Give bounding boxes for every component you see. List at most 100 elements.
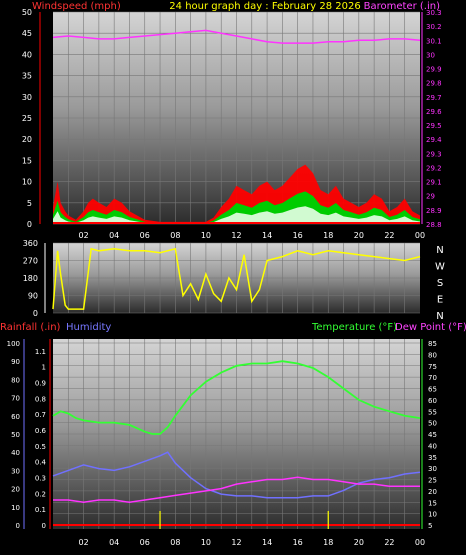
y-tick-label: 50 — [22, 8, 32, 17]
rain-tick-label: 0.5 — [35, 443, 46, 451]
y-tick-label: 0 — [33, 309, 38, 318]
series-direction — [52, 247, 421, 310]
wind-barometer-panel: 0 5 10 15 20 25 30 35 40 45 50 28.8 28.9 29 29.1 29.2 29… — [22, 8, 442, 240]
y-tick-label-right: 20 — [428, 488, 437, 496]
y-tick-label: 0 — [27, 220, 32, 229]
rain-tick-label: 0.8 — [35, 395, 46, 403]
y-tick-label-right: 29.2 — [426, 164, 442, 172]
humidity-tick-label: 70 — [11, 395, 20, 403]
y-tick-label-right: 70 — [428, 374, 437, 382]
x-tick-label: 00 — [415, 231, 425, 240]
x-tick-label: 14 — [262, 231, 272, 240]
barometer-axis-title: Barometer (.in) — [364, 1, 440, 12]
x-tick-label: 02 — [78, 538, 88, 547]
y-tick-label-right: 65 — [428, 386, 437, 394]
y-tick-label: 40 — [22, 50, 32, 59]
y-tick-label-right: 29.5 — [426, 122, 442, 130]
compass-label: N — [436, 311, 443, 322]
y-tick-label-right: 80 — [428, 351, 437, 359]
wind-direction-line — [52, 247, 421, 310]
y-tick-label: 20 — [22, 135, 32, 144]
windspeed-axis-title: Windspeed (mph) — [32, 1, 121, 12]
series-temperature — [52, 360, 421, 529]
y-tick-label-right: 30 — [428, 465, 437, 473]
y-tick-label: 5 — [27, 199, 32, 208]
x-tick-label: 02 — [78, 231, 88, 240]
humidity-tick-label: 90 — [11, 358, 20, 366]
y-tick-label-right: 30.2 — [426, 23, 442, 31]
y-tick-label-right: 30 — [426, 51, 435, 59]
y-tick-label-right: 28.9 — [426, 207, 442, 215]
compass-label: S — [437, 278, 443, 289]
x-tick-label: 16 — [293, 231, 303, 240]
axes-direction: 0 90 180 270 360 — [23, 239, 46, 318]
y-tick-label: 45 — [22, 29, 32, 38]
y-tick-label-right: 30.3 — [426, 9, 442, 17]
compass-label: N — [436, 245, 443, 256]
x-tick-label: 04 — [109, 538, 119, 547]
y-tick-label: 25 — [22, 114, 32, 123]
rain-tick-label: 0.1 — [35, 506, 46, 514]
rainfall-axis-title: Rainfall (.in) — [0, 322, 61, 333]
x-tick-label: 20 — [354, 231, 364, 240]
humidity-tick-label: 10 — [11, 504, 20, 512]
y-tick-label-right: 29.3 — [426, 150, 442, 158]
series-wind — [52, 29, 421, 224]
y-tick-label-right: 45 — [428, 431, 437, 439]
x-tick-label: 00 — [415, 538, 425, 547]
average-area — [53, 206, 420, 224]
x-tick-label: 08 — [170, 538, 180, 547]
y-tick-label-right: 29.6 — [426, 108, 442, 116]
y-tick-label: 360 — [23, 239, 38, 248]
humidity-tick-label: 40 — [11, 449, 20, 457]
y-tick-label: 15 — [22, 156, 32, 165]
y-tick-label: 35 — [22, 72, 32, 81]
y-tick-label: 30 — [22, 93, 32, 102]
temperature-line — [52, 360, 421, 435]
x-tick-label: 14 — [262, 538, 272, 547]
grid-temperature — [53, 339, 420, 529]
grid-wind — [53, 11, 420, 225]
y-tick-label-right: 28.8 — [426, 221, 442, 229]
compass-label: E — [437, 295, 443, 306]
x-tick-label: 10 — [201, 538, 211, 547]
y-tick-label-right: 60 — [428, 397, 437, 405]
y-tick-label-right: 29.7 — [426, 94, 442, 102]
humidity-tick-label: 60 — [11, 413, 20, 421]
y-tick-label-right: 29.1 — [426, 179, 442, 187]
y-tick-label-right: 55 — [428, 408, 437, 416]
temperature-humidity-panel: 5101520253035404550556065707580850102030… — [7, 339, 437, 547]
y-tick-label: 270 — [23, 257, 38, 266]
compass-label: W — [435, 262, 445, 273]
chart-title: 24 hour graph day : February 28 2026 — [169, 1, 360, 12]
y-tick-label-right: 30.1 — [426, 37, 442, 45]
humidity-axis-title: Humidity — [66, 322, 111, 333]
humidity-tick-label: 0 — [16, 522, 20, 530]
y-tick-label-right: 5 — [428, 522, 432, 530]
axes-wind: 0 5 10 15 20 25 30 35 40 45 50 28.8 28.9 29 29.1 29.2 29… — [22, 8, 442, 240]
y-tick-label-right: 75 — [428, 363, 437, 371]
y-tick-label-right: 85 — [428, 340, 437, 348]
dewpoint-line — [53, 476, 420, 504]
humidity-tick-label: 50 — [11, 431, 20, 439]
humidity-tick-label: 30 — [11, 467, 20, 475]
x-tick-label: 18 — [323, 231, 333, 240]
y-tick-label-right: 29 — [426, 193, 435, 201]
x-tick-label: 12 — [231, 538, 241, 547]
temperature-axis-title: Temperature (°F) — [311, 322, 397, 333]
rain-tick-label: 0.3 — [35, 475, 46, 483]
barometer-line — [52, 29, 421, 44]
humidity-tick-label: 80 — [11, 376, 20, 384]
humidity-tick-label: 20 — [11, 486, 20, 494]
rain-tick-label: 0 — [42, 522, 46, 530]
y-tick-label: 90 — [28, 292, 38, 301]
x-tick-label: 06 — [140, 231, 150, 240]
x-tick-label: 22 — [384, 231, 394, 240]
x-tick-label: 20 — [354, 538, 364, 547]
y-tick-label-right: 50 — [428, 420, 437, 428]
y-tick-label-right: 10 — [428, 511, 437, 519]
rain-tick-label: 0.6 — [35, 427, 47, 435]
